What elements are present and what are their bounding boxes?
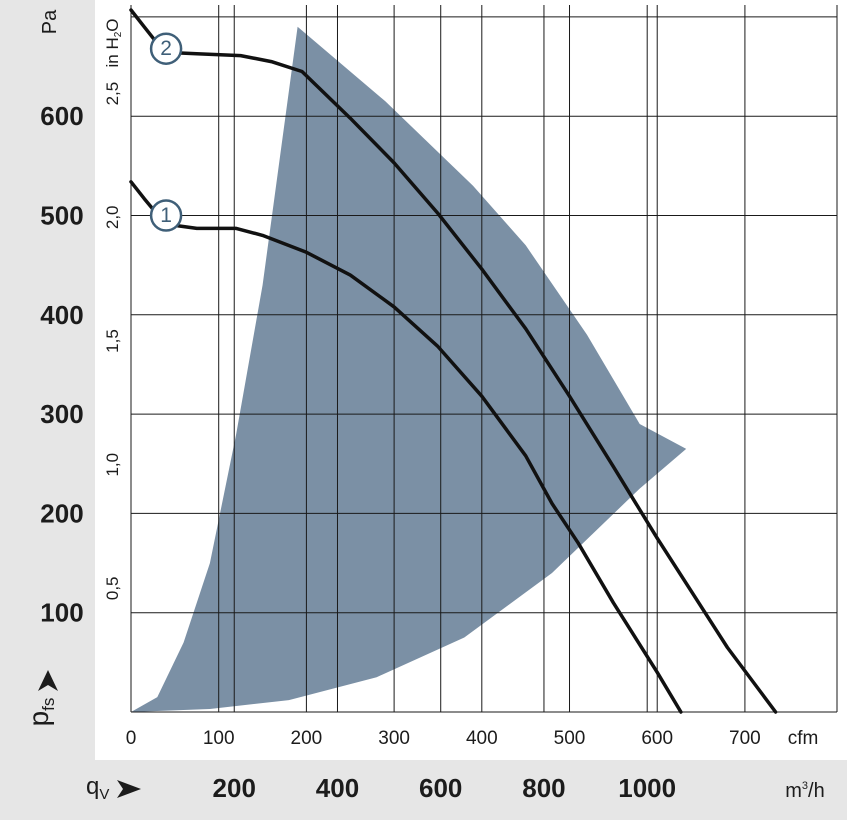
cfm-unit-label: cfm [788, 728, 819, 749]
pa-tick-label: 300 [40, 399, 83, 429]
curve-marker-1: 1 [149, 199, 183, 232]
pa-tick-label: 400 [40, 300, 83, 330]
svg-text:in H2O: in H2O [103, 18, 124, 67]
inh2o-axis-ticks: 0,5 1,0 1,5 2,0 2,5 [103, 82, 122, 600]
cfm-tick-label: 400 [466, 728, 498, 749]
curve-marker-circle [149, 32, 183, 65]
operating-range-area [131, 26, 687, 713]
cfm-tick-label: 200 [291, 728, 323, 749]
pa-tick-label: 600 [40, 101, 83, 131]
svg-text:m3/h: m3/h [785, 780, 824, 802]
curve-markers: 12 [149, 32, 183, 232]
inh2o-tick-label: 0,5 [103, 576, 122, 600]
cfm-tick-label: 0 [126, 728, 137, 749]
pa-axis-ticks: 100 200 300 400 500 600 [40, 101, 83, 627]
pa-tick-label: 100 [40, 598, 83, 628]
inh2o-tick-label: 2,0 [103, 205, 122, 229]
cfm-tick-label: 700 [729, 728, 761, 749]
inh2o-tick-label: 1,5 [103, 329, 122, 353]
cfm-tick-label: 500 [554, 728, 586, 749]
m3h-tick-label: 600 [419, 773, 462, 803]
m3h-tick-label: 200 [213, 773, 256, 803]
pa-unit-label: Pa [39, 9, 61, 34]
inh2o-tick-label: 1,0 [103, 453, 122, 477]
curve-marker-2: 2 [149, 32, 183, 65]
bottom-panel [0, 760, 847, 820]
m3h-tick-label: 800 [522, 773, 565, 803]
curve-marker-label: 1 [160, 204, 172, 227]
cfm-axis-ticks: 0 100 200 300 400 500 600 700 [126, 728, 761, 749]
curve-marker-circle [149, 199, 183, 232]
m3h-tick-label: 400 [316, 773, 359, 803]
m3h-axis-ticks: 200 400 600 800 1000 [213, 773, 677, 803]
cfm-tick-label: 300 [378, 728, 410, 749]
pa-tick-label: 200 [40, 498, 83, 528]
curve-marker-label: 2 [160, 37, 172, 60]
pfs-arrow-icon [38, 670, 58, 691]
cfm-tick-label: 600 [641, 728, 673, 749]
inh2o-tick-label: 2,5 [103, 82, 122, 106]
m3h-unit-label: m3/h [785, 780, 824, 802]
pa-tick-label: 500 [40, 201, 83, 231]
cfm-tick-label: 100 [203, 728, 235, 749]
inh2o-unit-label: in H2O [103, 18, 124, 67]
m3h-tick-label: 1000 [618, 773, 676, 803]
qv-arrow-icon [117, 780, 141, 798]
